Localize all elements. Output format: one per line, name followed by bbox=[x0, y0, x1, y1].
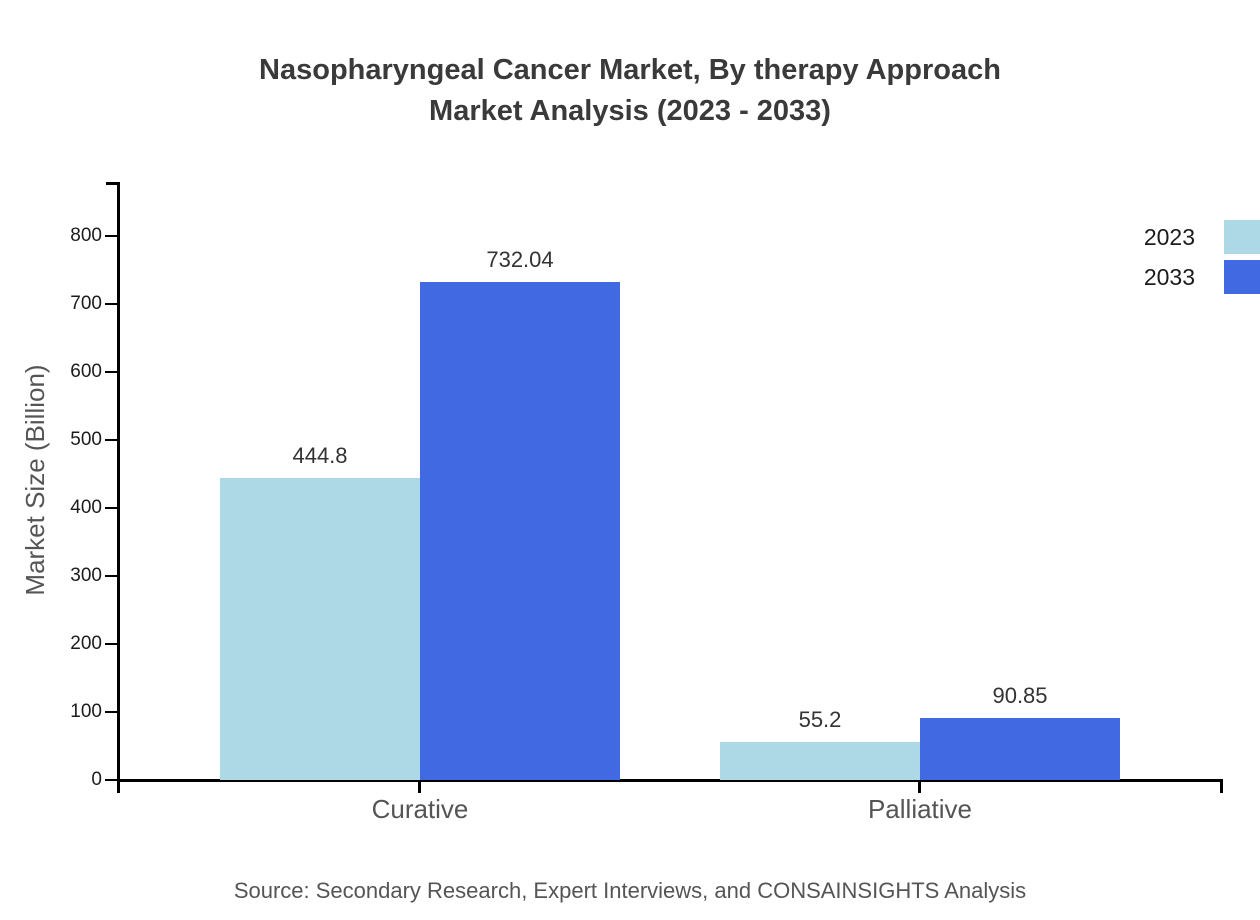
x-axis-line bbox=[117, 779, 1223, 782]
bar-value-label: 90.85 bbox=[992, 683, 1048, 709]
y-tick-mark bbox=[105, 439, 117, 441]
legend-label-2023: 2023 bbox=[1143, 224, 1195, 250]
y-tick-mark bbox=[105, 575, 117, 577]
bar-2023-palliative bbox=[720, 742, 920, 780]
legend-label-2033: 2033 bbox=[1143, 264, 1195, 290]
x-tick-mark bbox=[418, 782, 421, 793]
y-tick-label: 500 bbox=[70, 429, 102, 450]
y-tick-mark bbox=[105, 643, 117, 645]
chart-title-line-2: Market Analysis (2023 - 2033) bbox=[429, 95, 831, 127]
y-tick-label: 700 bbox=[70, 293, 102, 314]
y-tick-label: 300 bbox=[70, 565, 102, 586]
bar-value-label: 55.2 bbox=[798, 707, 842, 733]
x-category-label-curative: Curative bbox=[371, 794, 469, 824]
legend-swatch-2023 bbox=[1224, 220, 1260, 254]
y-axis-line bbox=[117, 182, 120, 793]
source-note: Source: Secondary Research, Expert Inter… bbox=[233, 878, 1027, 903]
y-axis-title: Market Size (Billion) bbox=[20, 364, 50, 596]
y-tick-mark bbox=[105, 235, 117, 237]
y-tick-label: 100 bbox=[70, 701, 102, 722]
bar-2033-palliative bbox=[920, 718, 1120, 780]
y-tick-mark bbox=[105, 371, 117, 373]
y-tick-label: 400 bbox=[70, 497, 102, 518]
y-tick-mark bbox=[105, 779, 117, 781]
y-tick-mark bbox=[105, 711, 117, 713]
bar-value-label: 444.8 bbox=[292, 442, 348, 468]
bar-value-label: 732.04 bbox=[486, 247, 554, 273]
legend-swatch-2033 bbox=[1224, 260, 1260, 294]
y-tick-label: 0 bbox=[91, 769, 102, 790]
bar-2023-curative bbox=[220, 477, 420, 780]
bar-2033-curative bbox=[420, 282, 620, 780]
x-axis-right-cap bbox=[1220, 779, 1223, 793]
x-tick-mark bbox=[918, 782, 921, 793]
y-axis-top-cap bbox=[106, 182, 118, 185]
y-tick-label: 200 bbox=[70, 633, 102, 654]
x-category-label-palliative: Palliative bbox=[867, 794, 973, 824]
y-tick-label: 800 bbox=[70, 225, 102, 246]
chart-title: Nasopharyngeal Cancer Market, By therapy… bbox=[0, 50, 1260, 132]
y-tick-mark bbox=[105, 303, 117, 305]
y-tick-mark bbox=[105, 507, 117, 509]
chart-title-line-1: Nasopharyngeal Cancer Market, By therapy… bbox=[259, 54, 1001, 86]
y-tick-label: 600 bbox=[70, 361, 102, 382]
